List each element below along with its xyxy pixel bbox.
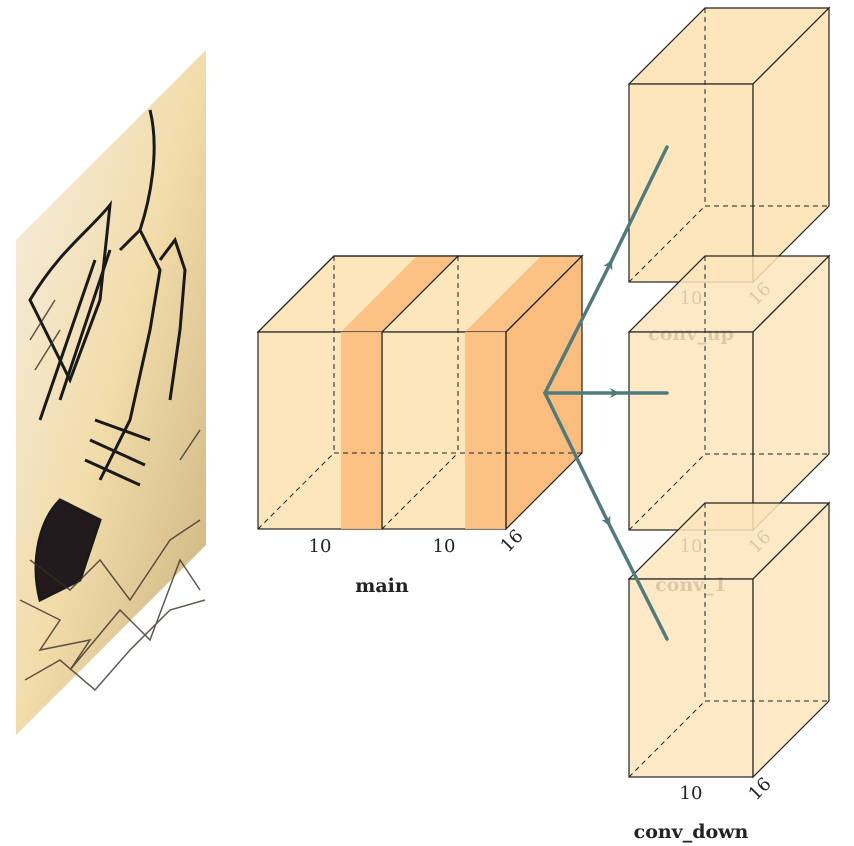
input-image — [16, 50, 206, 735]
main-width-label-2: 10 — [433, 536, 456, 557]
main-block-label: main — [355, 575, 409, 597]
conv-down-block: 10 16 conv_down — [627, 501, 831, 843]
arrow-to-conv-up — [543, 259, 613, 395]
main-block: 10 10 16 main — [256, 254, 584, 597]
conv-down-width-label: 10 — [680, 783, 703, 804]
conv-down-label: conv_down — [634, 821, 749, 843]
conv-down-depth-label: 16 — [745, 774, 776, 805]
branch-arrows — [543, 145, 669, 641]
conv-up-block: 10 16 conv_up — [627, 6, 831, 345]
main-width-label-1: 10 — [309, 536, 332, 557]
arrow-to-conv-down — [543, 391, 611, 527]
conv-1-block: 10 16 conv_1 — [627, 254, 831, 596]
main-depth-label: 16 — [497, 526, 528, 557]
